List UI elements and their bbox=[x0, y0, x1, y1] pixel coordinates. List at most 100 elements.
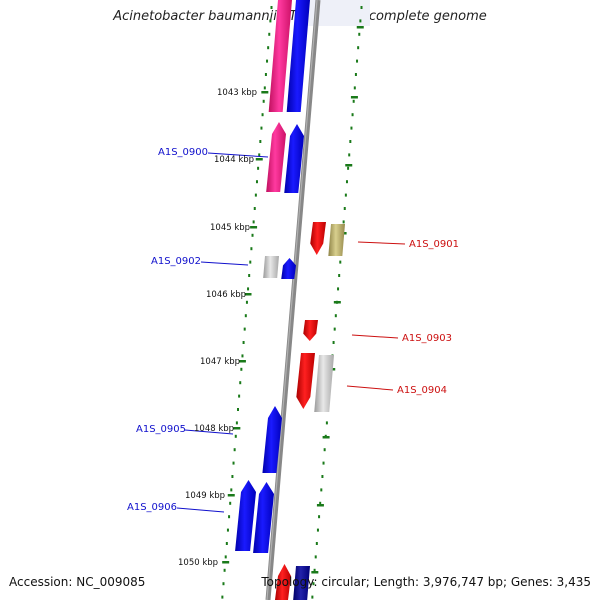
scale-major-tick-right bbox=[316, 504, 324, 507]
scale-dot-left bbox=[226, 528, 229, 532]
scale-dot-right bbox=[349, 140, 352, 143]
scale-dot-right bbox=[348, 153, 351, 157]
scale-dot-left bbox=[239, 381, 242, 385]
gene-label-A1S_0904[interactable]: A1S_0904 bbox=[397, 385, 447, 396]
scale-major-tick-right bbox=[345, 164, 353, 167]
gene-label-A1S_0905[interactable]: A1S_0905 bbox=[136, 424, 186, 435]
top-band bbox=[300, 0, 370, 26]
scale-dot-right bbox=[338, 274, 341, 277]
scale-dot-right bbox=[360, 6, 363, 9]
label-leader-line bbox=[346, 385, 394, 391]
scale-dot-right bbox=[358, 32, 361, 36]
scale-major-tick-left bbox=[261, 91, 269, 94]
genome-backbone bbox=[265, 0, 321, 600]
scale-major-tick-left bbox=[233, 427, 241, 430]
scale-dot-left bbox=[259, 140, 262, 143]
scale-major-tick-right bbox=[311, 571, 319, 574]
scale-dot-left bbox=[268, 32, 271, 36]
gene-magenta-top[interactable] bbox=[268, 0, 292, 112]
scale-dot-right bbox=[323, 448, 326, 452]
scale-dot-left bbox=[234, 434, 237, 438]
scale-major-tick-left bbox=[250, 226, 258, 229]
gene-red-0904[interactable] bbox=[296, 353, 315, 409]
scale-major-tick-left bbox=[238, 360, 246, 363]
gene-red-0903[interactable] bbox=[303, 320, 318, 341]
scale-dot-left bbox=[235, 421, 238, 425]
scale-dot-left bbox=[253, 207, 256, 210]
gene-grey-0902[interactable] bbox=[263, 256, 279, 278]
scale-major-tick-left bbox=[244, 293, 252, 296]
scale-dot-right bbox=[351, 113, 354, 117]
label-leader-line bbox=[200, 261, 249, 266]
gene-features[interactable] bbox=[235, 0, 345, 600]
scale-major-tick-left bbox=[227, 494, 235, 497]
scale-dot-left bbox=[233, 448, 236, 452]
gene-label-A1S_0902[interactable]: A1S_0902 bbox=[151, 256, 201, 267]
scale-dot-right bbox=[311, 595, 314, 599]
gene-label-A1S_0903[interactable]: A1S_0903 bbox=[402, 333, 452, 344]
scale-label-1043: 1043 kbp bbox=[217, 88, 257, 98]
gene-red-bottom[interactable] bbox=[275, 564, 291, 600]
scale-dot-right bbox=[356, 59, 359, 63]
scale-dot-right bbox=[354, 73, 357, 76]
scale-label-1047: 1047 kbp bbox=[200, 357, 240, 367]
scale-dot-left bbox=[244, 314, 247, 318]
scale-dot-right bbox=[350, 126, 353, 130]
scale-dot-left bbox=[247, 287, 250, 291]
scale-dot-right bbox=[334, 314, 337, 318]
scale-dot-left bbox=[255, 180, 258, 184]
scale-dot-right bbox=[321, 475, 324, 478]
scale-dot-left bbox=[262, 99, 265, 103]
gene-red-0901[interactable] bbox=[310, 222, 326, 255]
scale-dot-left bbox=[269, 19, 272, 23]
scale-dot-left bbox=[241, 354, 244, 358]
scale-dot-left bbox=[240, 367, 243, 371]
gene-blue-0902[interactable] bbox=[281, 258, 296, 279]
scale-major-tick-left bbox=[222, 561, 230, 564]
scale-dot-left bbox=[266, 59, 269, 63]
scale-dot-left bbox=[237, 408, 239, 411]
scale-dot-right bbox=[337, 287, 340, 291]
scale-dot-left bbox=[261, 113, 264, 117]
scale-dot-left bbox=[228, 515, 231, 519]
gene-navy-bottom[interactable] bbox=[293, 566, 310, 600]
scale-dot-left bbox=[225, 542, 228, 545]
scale-major-tick-right bbox=[350, 96, 358, 99]
scale-dot-left bbox=[245, 300, 248, 304]
gene-blue-top[interactable] bbox=[286, 0, 310, 112]
scale-dot-right bbox=[322, 461, 325, 465]
scale-dot-left bbox=[260, 126, 263, 130]
scale-label-1049: 1049 kbp bbox=[185, 491, 225, 501]
gene-magenta-0900[interactable] bbox=[266, 122, 286, 192]
scale-dot-right bbox=[343, 207, 346, 210]
accession-text: Accession: NC_009085 bbox=[9, 575, 146, 589]
scale-dot-right bbox=[314, 555, 317, 559]
scale-dot-right bbox=[318, 515, 321, 519]
gene-grey-0904[interactable] bbox=[314, 355, 334, 412]
scale-dot-left bbox=[270, 6, 273, 9]
gene-label-A1S_0900[interactable]: A1S_0900 bbox=[158, 147, 208, 158]
gene-blue-0900[interactable] bbox=[284, 124, 304, 193]
gene-label-A1S_0906[interactable]: A1S_0906 bbox=[127, 502, 177, 513]
gene-blue-0906a[interactable] bbox=[235, 480, 256, 551]
scale-dot-right bbox=[313, 568, 316, 572]
gene-label-A1S_0901[interactable]: A1S_0901 bbox=[409, 239, 459, 250]
scale-dot-right bbox=[333, 327, 336, 331]
scale-major-tick-right bbox=[333, 301, 341, 304]
scale-dot-left bbox=[263, 86, 266, 90]
scale-dot-left bbox=[238, 394, 241, 398]
gene-blue-0906b[interactable] bbox=[253, 482, 274, 553]
scale-dot-right bbox=[319, 501, 322, 505]
scale-dot-left bbox=[229, 501, 232, 505]
scale-dot-right bbox=[357, 46, 360, 50]
label-leader-line bbox=[357, 241, 406, 245]
scale-dot-left bbox=[258, 153, 261, 157]
gene-blue-0905[interactable] bbox=[262, 406, 282, 473]
scale-dot-left bbox=[222, 582, 225, 586]
scale-label-1050: 1050 kbp bbox=[178, 558, 218, 568]
scale-label-1045: 1045 kbp bbox=[210, 223, 250, 233]
label-leader-line bbox=[176, 507, 225, 513]
gene-olive-0901[interactable] bbox=[328, 224, 345, 256]
scale-dot-right bbox=[345, 180, 348, 184]
